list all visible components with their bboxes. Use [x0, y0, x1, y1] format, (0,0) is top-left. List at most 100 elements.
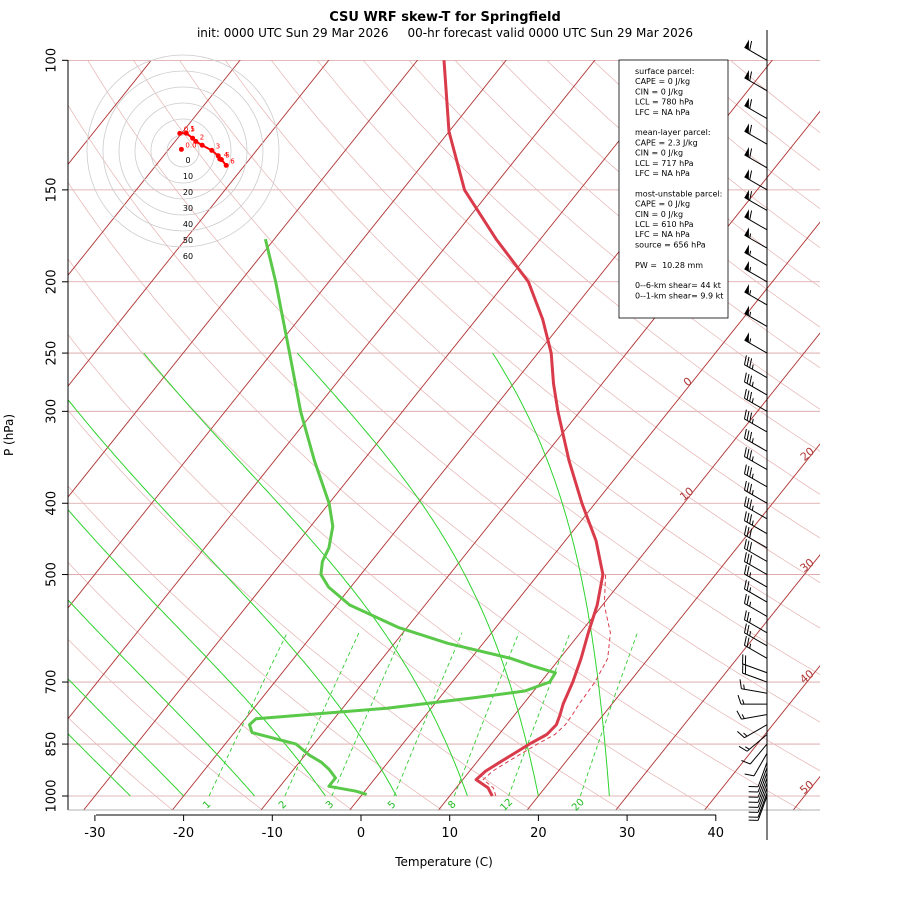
- wind-barb-half-feather: [750, 233, 751, 238]
- wind-barb-half-feather: [752, 506, 753, 511]
- dewpoint-trace: [250, 239, 556, 794]
- parcel-info-line: LCL = 717 hPa: [635, 159, 694, 168]
- wind-barb-staff: [741, 715, 767, 720]
- wind-barb-half-feather: [752, 398, 753, 403]
- wind-barb: [743, 664, 767, 682]
- wind-barb-feather: [750, 484, 752, 493]
- wind-barb-half-feather: [750, 338, 751, 343]
- wind-barb-feather: [745, 774, 754, 776]
- wind-barb-half-feather: [750, 267, 751, 272]
- wind-barb-half-feather: [752, 521, 753, 526]
- wind-barb-half-feather: [750, 587, 751, 592]
- wind-barb-half-feather: [750, 290, 751, 295]
- mixing-ratio-label: 2: [277, 799, 289, 811]
- y-tick-label: 700: [45, 670, 60, 695]
- parcel-info-line: LCL = 610 hPa: [635, 220, 694, 229]
- wind-barb-feather: [744, 565, 746, 574]
- wind-barb: [744, 429, 767, 451]
- wind-barb-staff: [744, 419, 767, 432]
- wind-barb-feather: [744, 389, 746, 398]
- dry-adiabat-line: [0, 60, 444, 811]
- wind-barb-feather: [747, 411, 749, 420]
- wind-barb-half-feather: [750, 251, 751, 256]
- wind-barb-half-feather: [750, 572, 751, 577]
- x-tick-label: 0: [357, 826, 365, 841]
- parcel-info-line: mean-layer parcel:: [635, 128, 711, 137]
- parcel-info-line: LFC = NA hPa: [635, 230, 690, 239]
- mixing-ratio-line: [209, 633, 287, 796]
- wind-barb-staff: [744, 155, 767, 168]
- wind-barb-staff: [744, 106, 767, 119]
- isotherm-line: [0, 27, 1, 812]
- wind-barb-feather: [737, 731, 744, 737]
- hodograph-point: [209, 148, 214, 153]
- dry-adiabat-line: [180, 60, 900, 811]
- hodograph-point-label: 5: [225, 152, 229, 160]
- y-tick-label: 250: [44, 341, 59, 366]
- parcel-info-line: most-unstable parcel:: [635, 189, 722, 198]
- dry-adiabat-line: [88, 60, 900, 811]
- dry-adiabat-line: [822, 60, 900, 811]
- dry-adiabat-line: [0, 60, 624, 811]
- wind-barb-feather: [744, 610, 746, 619]
- x-tick-label: 20: [530, 826, 547, 841]
- hodograph-point: [224, 163, 229, 168]
- wind-barb-feather: [750, 392, 752, 401]
- mixing-ratio-label: 8: [446, 799, 458, 811]
- wind-barb-feather: [747, 466, 749, 475]
- y-tick-label: 850: [44, 732, 59, 757]
- wind-barb-feather: [744, 511, 746, 520]
- isotherm-label: 40: [797, 667, 816, 686]
- parcel-info-line: CIN = 0 J/kg: [635, 149, 683, 158]
- wind-barb-staff: [744, 78, 767, 91]
- wind-barb-feather: [747, 541, 749, 550]
- hodograph-point: [177, 131, 182, 136]
- y-tick-label: 300: [45, 399, 60, 424]
- wind-barb-staff: [744, 645, 767, 658]
- parcel-info-line: 0--1-km shear= 9.9 kt: [635, 291, 723, 300]
- wind-barb: [744, 209, 767, 230]
- wind-barb-staff: [744, 474, 767, 487]
- wind-barb-feather: [747, 374, 749, 383]
- wind-barb-staff: [744, 313, 767, 326]
- parcel-info-line: CAPE = 0 J/kg: [635, 200, 690, 209]
- wind-barb: [744, 355, 767, 377]
- wind-barb-feather: [744, 465, 746, 474]
- dry-adiabat-line: [317, 60, 900, 811]
- temperature-trace: [444, 60, 603, 796]
- wind-barb: [743, 654, 767, 672]
- isotherm-line: [792, 27, 900, 812]
- wind-barb-half-feather: [752, 419, 753, 424]
- wind-barb: [744, 332, 767, 353]
- wind-barb-feather: [750, 376, 752, 385]
- dry-adiabat-line: [134, 60, 900, 811]
- wind-barb-half-feather: [752, 438, 753, 443]
- parcel-info-line: LFC = NA hPa: [635, 169, 690, 178]
- wind-barb-staff: [758, 773, 767, 797]
- dry-adiabat-line: [731, 60, 900, 811]
- wind-barb-feather: [747, 357, 749, 366]
- parcel-info-line: CIN = 0 J/kg: [635, 87, 683, 96]
- parcel-info-line: CIN = 0 J/kg: [635, 210, 683, 219]
- wind-barb-feather: [747, 498, 749, 507]
- wind-barb-staff: [747, 735, 767, 752]
- wind-barb-half-feather: [752, 490, 753, 495]
- wind-barb: [744, 306, 767, 327]
- dry-adiabat-line: [0, 60, 354, 811]
- wind-barb-half-feather: [744, 733, 748, 736]
- wind-barb: [744, 447, 767, 469]
- wind-barb-feather: [744, 429, 746, 438]
- parcel-info-line: LCL = 780 hPa: [635, 98, 694, 107]
- dry-adiabat-line: [271, 60, 900, 811]
- wind-barb-half-feather: [744, 685, 745, 690]
- wind-barb-feather: [744, 624, 746, 633]
- parcel-info-line: 0--6-km shear= 44 kt: [635, 281, 721, 290]
- wind-barb: [744, 169, 767, 190]
- wind-barb: [744, 261, 767, 282]
- wind-barb-feather: [750, 468, 752, 477]
- mixing-ratio-label: 12: [498, 797, 515, 814]
- wind-barb-staff: [744, 340, 767, 353]
- wind-barb: [744, 40, 767, 61]
- chart-subtitle: init: 0000 UTC Sun 29 Mar 2026 00-hr for…: [197, 26, 693, 40]
- wind-barb-feather: [747, 625, 749, 634]
